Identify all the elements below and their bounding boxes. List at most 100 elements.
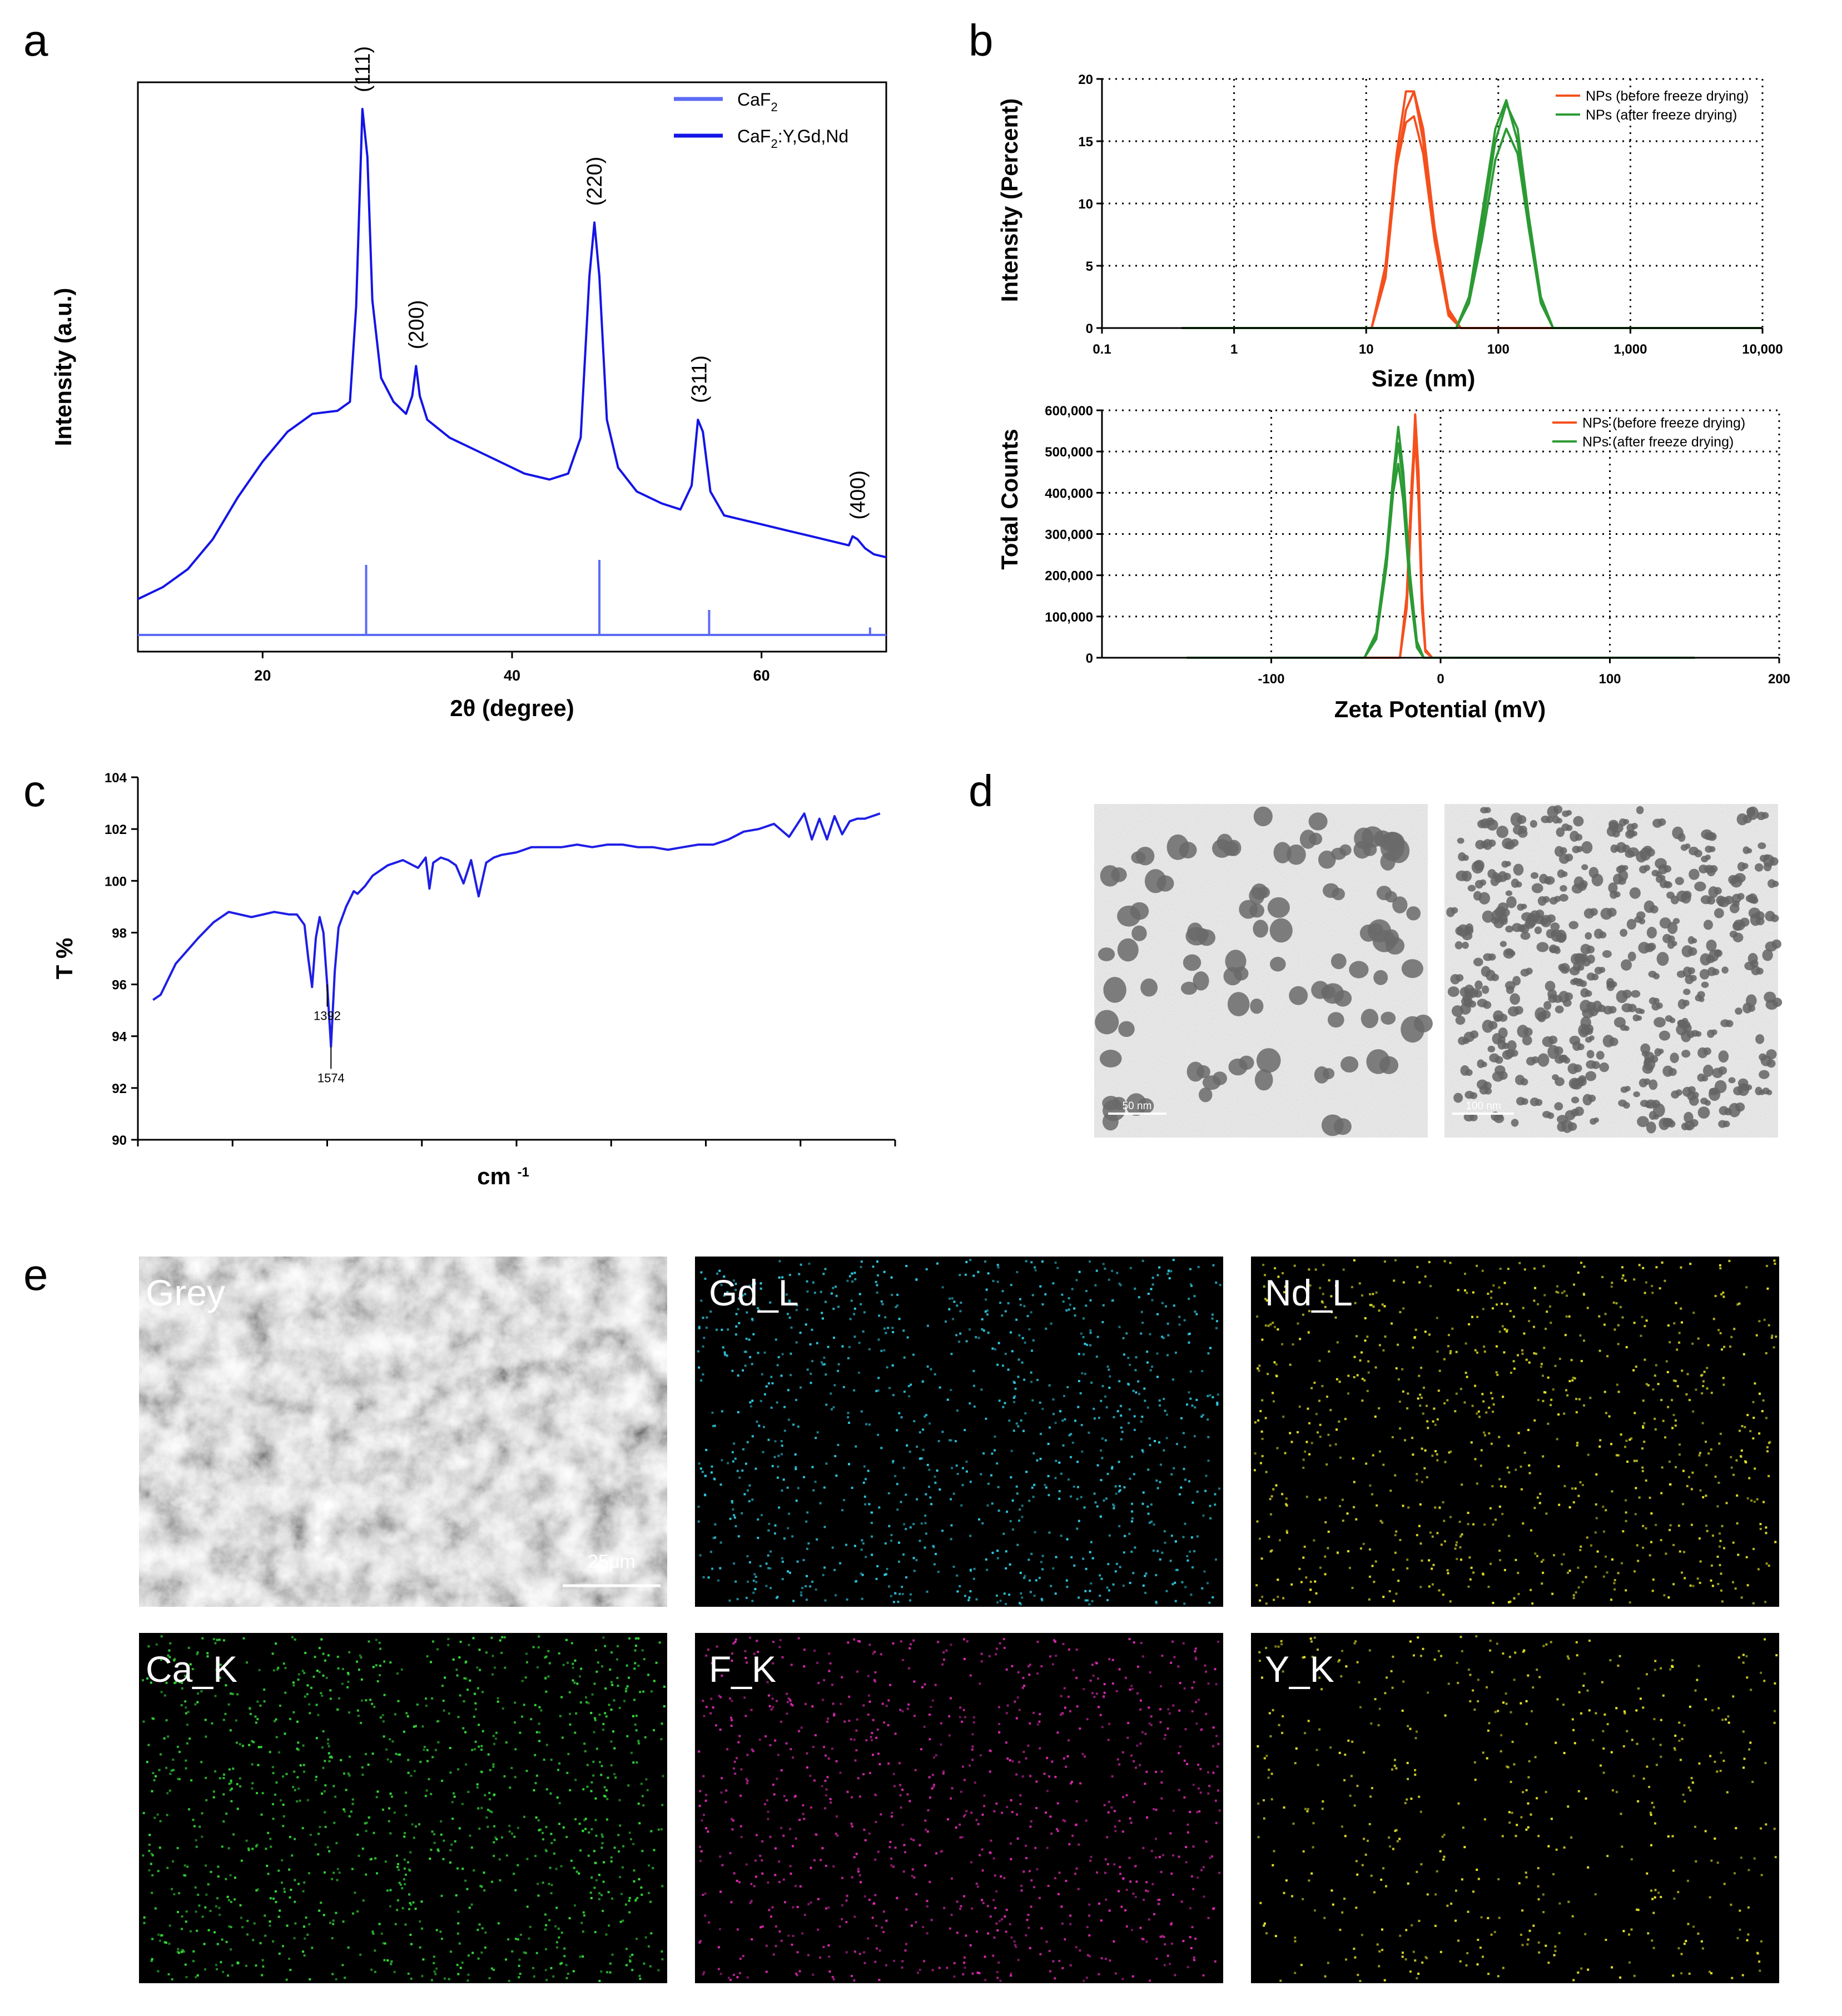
eds-dot [494,1836,497,1839]
eds-dot [827,1717,830,1720]
eds-dot [148,1850,151,1852]
eds-dot [1284,1452,1287,1454]
eds-dot [1372,1454,1374,1457]
eds-dot [1070,1433,1073,1436]
eds-dot [1060,1905,1063,1908]
eds-dot [263,1700,266,1703]
eds-dot [934,1476,936,1478]
eds-dot [1763,1318,1766,1321]
eds-dot [1471,1315,1473,1318]
eds-dot [1128,1383,1130,1386]
eds-dot [201,1637,204,1640]
tem-particle [1560,885,1567,892]
eds-dot [400,1668,403,1671]
eds-dot [1346,1512,1349,1515]
eds-dot [851,1487,853,1489]
eds-dot [1259,1462,1262,1464]
eds-dot [490,1636,493,1639]
eds-dot [948,1308,951,1310]
eds-dot [537,1646,540,1648]
eds-dot [226,1895,229,1898]
eds-dot [1548,1305,1551,1308]
tem-particle [1764,991,1776,1003]
eds-dot [1467,1585,1470,1588]
eds-dot [1557,1465,1560,1468]
eds-dot [1270,1549,1273,1552]
tem-particle [1565,853,1573,862]
eds-dot [1602,1575,1605,1578]
eds-dot [1084,1590,1087,1592]
eds-dot [364,1822,366,1825]
eds-dot [282,1804,285,1806]
eds-dot [285,1772,288,1775]
eds-dot [792,1600,795,1602]
eds-dot [802,1559,805,1561]
eds-dot [1695,1388,1697,1391]
eds-dot [803,1665,806,1668]
tem-particle [1543,1001,1552,1010]
eds-dot [1045,1811,1047,1814]
eds-dot [657,1969,660,1972]
eds-dot [658,1641,661,1644]
sem-grey-image [139,1257,667,1607]
eds-dot [407,1861,409,1864]
eds-dot [384,1942,386,1945]
eds-dot [1013,1381,1016,1384]
eds-dot [1368,1598,1371,1601]
eds-dot [1725,1502,1728,1504]
eds-dot [786,1486,789,1489]
eds-dot [922,1448,925,1451]
tem-particle [1199,1087,1213,1103]
eds-dot [626,1735,629,1737]
eds-dot [1101,1321,1104,1323]
eds-dot [154,1907,157,1910]
eds-dot [1265,1471,1268,1473]
eds-dot [1474,1349,1477,1352]
eds-dot [898,1318,901,1320]
eds-dot [822,1573,825,1576]
eds-dot [168,1943,171,1945]
eds-dot [1080,1496,1083,1498]
eds-dot [699,1467,702,1470]
eds-dot [1402,1307,1405,1310]
eds-dot [1174,1352,1177,1354]
eds-dot [1209,1504,1212,1507]
eds-dot [148,1844,151,1846]
eds-dot [1746,1414,1749,1417]
eds-dot [969,1328,971,1331]
eds-dot [229,1874,232,1876]
eds-dot [1533,1325,1535,1328]
eds-dot [1217,1789,1219,1792]
tem-particle [1566,810,1572,816]
eds-dot [1690,1523,1693,1526]
eds-dot [1155,1856,1157,1859]
zeta-plot-frame [1101,409,1780,659]
eds-dot [1005,1741,1007,1744]
tem-particle [1625,850,1635,858]
eds-dot [1757,1568,1760,1571]
eds-dot [492,1735,495,1737]
eds-dot [228,1782,231,1785]
eds-dot [851,1825,853,1828]
eds-dot [1767,1474,1770,1477]
eds-dot [1255,1584,1258,1587]
eds-dot [476,1786,479,1789]
eds-dot [589,1891,592,1894]
eds-dot [1181,1581,1184,1583]
eds-dot [930,1706,932,1708]
eds-dot [569,1789,572,1791]
tem-particle [1380,832,1405,852]
tem-particle [1672,918,1680,924]
eds-dot [878,1763,881,1766]
eds-dot [1141,1259,1144,1262]
eds-dot [439,1930,442,1933]
eds-dot [886,1366,888,1369]
eds-dot [994,1449,996,1452]
eds-dot [1165,1437,1168,1439]
eds-dot [1338,1381,1341,1383]
eds-dot [925,1414,927,1417]
eds-dot [827,1906,830,1909]
eds-dot [1621,1316,1624,1319]
eds-dot [582,1955,584,1958]
eds-dot [1208,1601,1211,1604]
